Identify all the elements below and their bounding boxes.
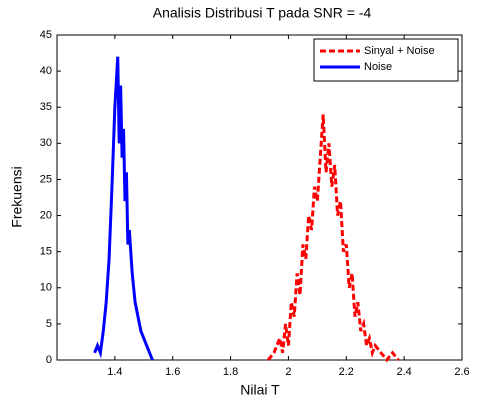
y-tick-label: 35 xyxy=(40,101,52,113)
x-tick-label: 2.2 xyxy=(339,366,354,378)
x-tick-label: 1.8 xyxy=(223,366,238,378)
legend-label: Sinyal + Noise xyxy=(364,45,435,57)
x-tick-label: 2 xyxy=(285,366,291,378)
y-tick-label: 15 xyxy=(40,246,52,258)
y-tick-label: 25 xyxy=(40,173,52,185)
x-tick-label: 2.4 xyxy=(396,366,411,378)
x-tick-label: 1.6 xyxy=(165,366,180,378)
y-tick-label: 0 xyxy=(46,354,52,366)
y-tick-label: 20 xyxy=(40,209,52,221)
y-tick-label: 40 xyxy=(40,65,52,77)
x-axis-label: Nilai T xyxy=(240,382,280,398)
plot-frame xyxy=(56,34,463,361)
chart-title: Analisis Distribusi T pada SNR = -4 xyxy=(153,5,372,21)
x-tick-label: 1.4 xyxy=(107,366,122,378)
legend-label: Noise xyxy=(364,61,392,73)
y-tick-label: 30 xyxy=(40,137,52,149)
data-line xyxy=(93,56,154,361)
legend-box xyxy=(313,38,459,82)
y-axis-label: Frekuensi xyxy=(9,166,25,227)
x-tick-label: 2.6 xyxy=(454,366,469,378)
data-line xyxy=(267,114,400,363)
y-tick-label: 5 xyxy=(46,318,52,330)
y-tick-label: 10 xyxy=(40,282,52,294)
y-tick-label: 45 xyxy=(40,29,52,41)
